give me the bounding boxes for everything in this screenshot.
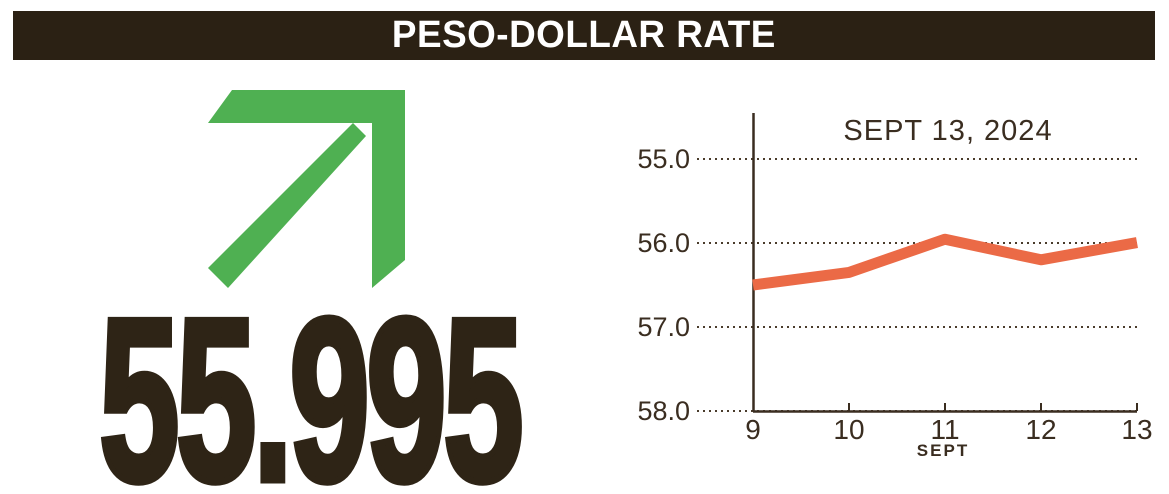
- y-tick-label: 56.0: [637, 228, 690, 258]
- arrow-head-shape: [208, 90, 405, 288]
- y-tick-label: 57.0: [637, 312, 690, 342]
- arrow-shaft-shape: [208, 123, 366, 288]
- rate-value: 55.995: [97, 271, 526, 494]
- x-tick-label: 12: [1025, 414, 1057, 445]
- x-tick-label: 13: [1121, 414, 1153, 445]
- rate-line-series: [752, 233, 1138, 291]
- y-tick-label: 58.0: [637, 396, 690, 426]
- x-tick-label: 11: [930, 414, 960, 445]
- page-title: PESO-DOLLAR RATE: [392, 14, 776, 56]
- chart-title: SEPT 13, 2024: [843, 115, 1053, 147]
- header-bar: PESO-DOLLAR RATE: [13, 11, 1155, 60]
- x-axis-title: SEPT: [916, 441, 970, 460]
- x-tick-label: 9: [745, 414, 761, 445]
- y-tick-label: 55.0: [637, 144, 690, 174]
- arrow-up-right-icon: [208, 90, 405, 288]
- x-tick-label: 10: [833, 414, 865, 445]
